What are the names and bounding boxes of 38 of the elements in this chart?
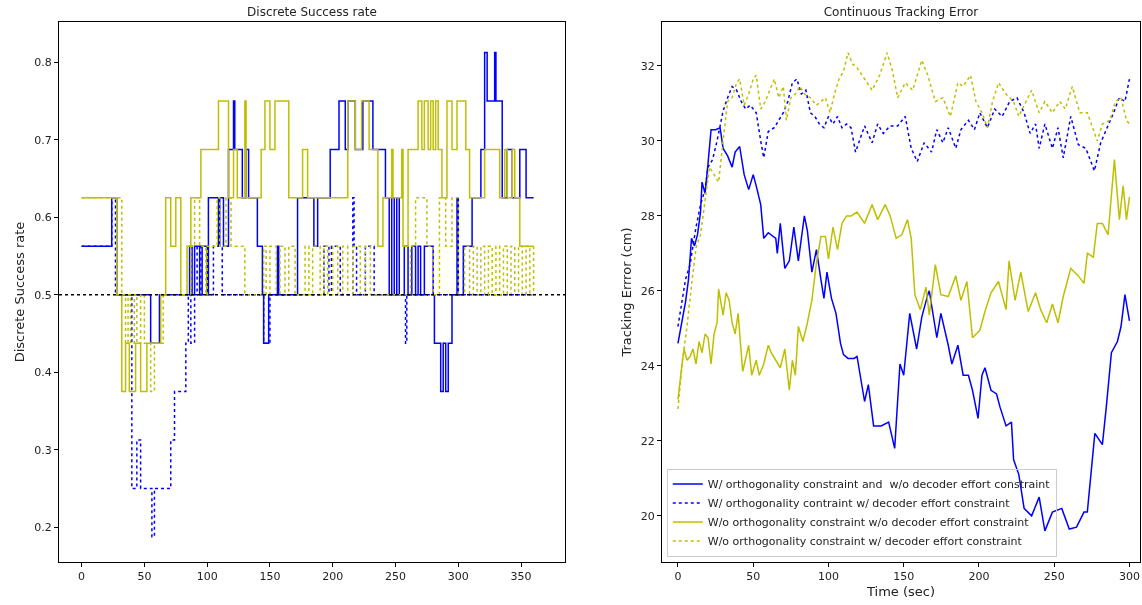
legend-label: W/o orthogonality constraint w/ decoder effort constraint <box>707 535 1023 549</box>
x-tick-label: 200 <box>322 570 344 584</box>
x-tick-label: 250 <box>1043 570 1065 584</box>
x-tick-label: 100 <box>817 570 839 584</box>
line-series <box>677 52 1131 410</box>
y-tick-label: 24 <box>640 359 655 373</box>
x-tick-label: 0 <box>674 570 682 584</box>
x-tick-label: 300 <box>447 570 469 584</box>
chart-title: Continuous Tracking Error <box>823 5 979 20</box>
x-tick-label: 100 <box>196 570 218 584</box>
x-tick-label: 50 <box>746 570 761 584</box>
y-tick-label: 0.2 <box>34 520 52 534</box>
x-tick-label: 200 <box>968 570 990 584</box>
y-tick-label: 32 <box>640 59 655 73</box>
x-tick-label: 250 <box>385 570 406 584</box>
x-tick-label: 150 <box>893 570 915 584</box>
y-tick-label: 30 <box>640 134 655 148</box>
x-tick-label: 0 <box>78 570 86 584</box>
y-tick-label: 26 <box>640 284 655 298</box>
legend-label: W/o orthogonality constraint w/o decoder effort constraint <box>707 516 1030 530</box>
y-axis-title: Tracking Errror (cm) <box>618 227 634 358</box>
x-tick-label: 300 <box>1118 570 1140 584</box>
y-tick-label: 0.5 <box>34 288 52 302</box>
x-axis-title: Time (sec) <box>865 583 936 599</box>
y-axis-title: Discrete Success rate <box>12 221 28 363</box>
x-tick-label: 150 <box>259 570 281 584</box>
y-tick-label: 0.3 <box>34 443 52 457</box>
y-tick-label: 0.4 <box>34 366 52 380</box>
y-tick-label: 0.6 <box>34 211 52 225</box>
x-tick-label: 50 <box>137 570 152 584</box>
chart-title: Discrete Success rate <box>247 5 377 20</box>
y-tick-label: 22 <box>640 434 655 448</box>
legend-label: W/ orthogonality contraint w/ decoder effort constraint <box>707 497 1011 511</box>
y-tick-label: 0.7 <box>34 133 52 147</box>
x-tick-label: 350 <box>510 570 532 584</box>
y-tick-label: 0.8 <box>34 56 52 70</box>
y-tick-label: 28 <box>640 209 655 223</box>
y-tick-label: 20 <box>640 509 655 523</box>
